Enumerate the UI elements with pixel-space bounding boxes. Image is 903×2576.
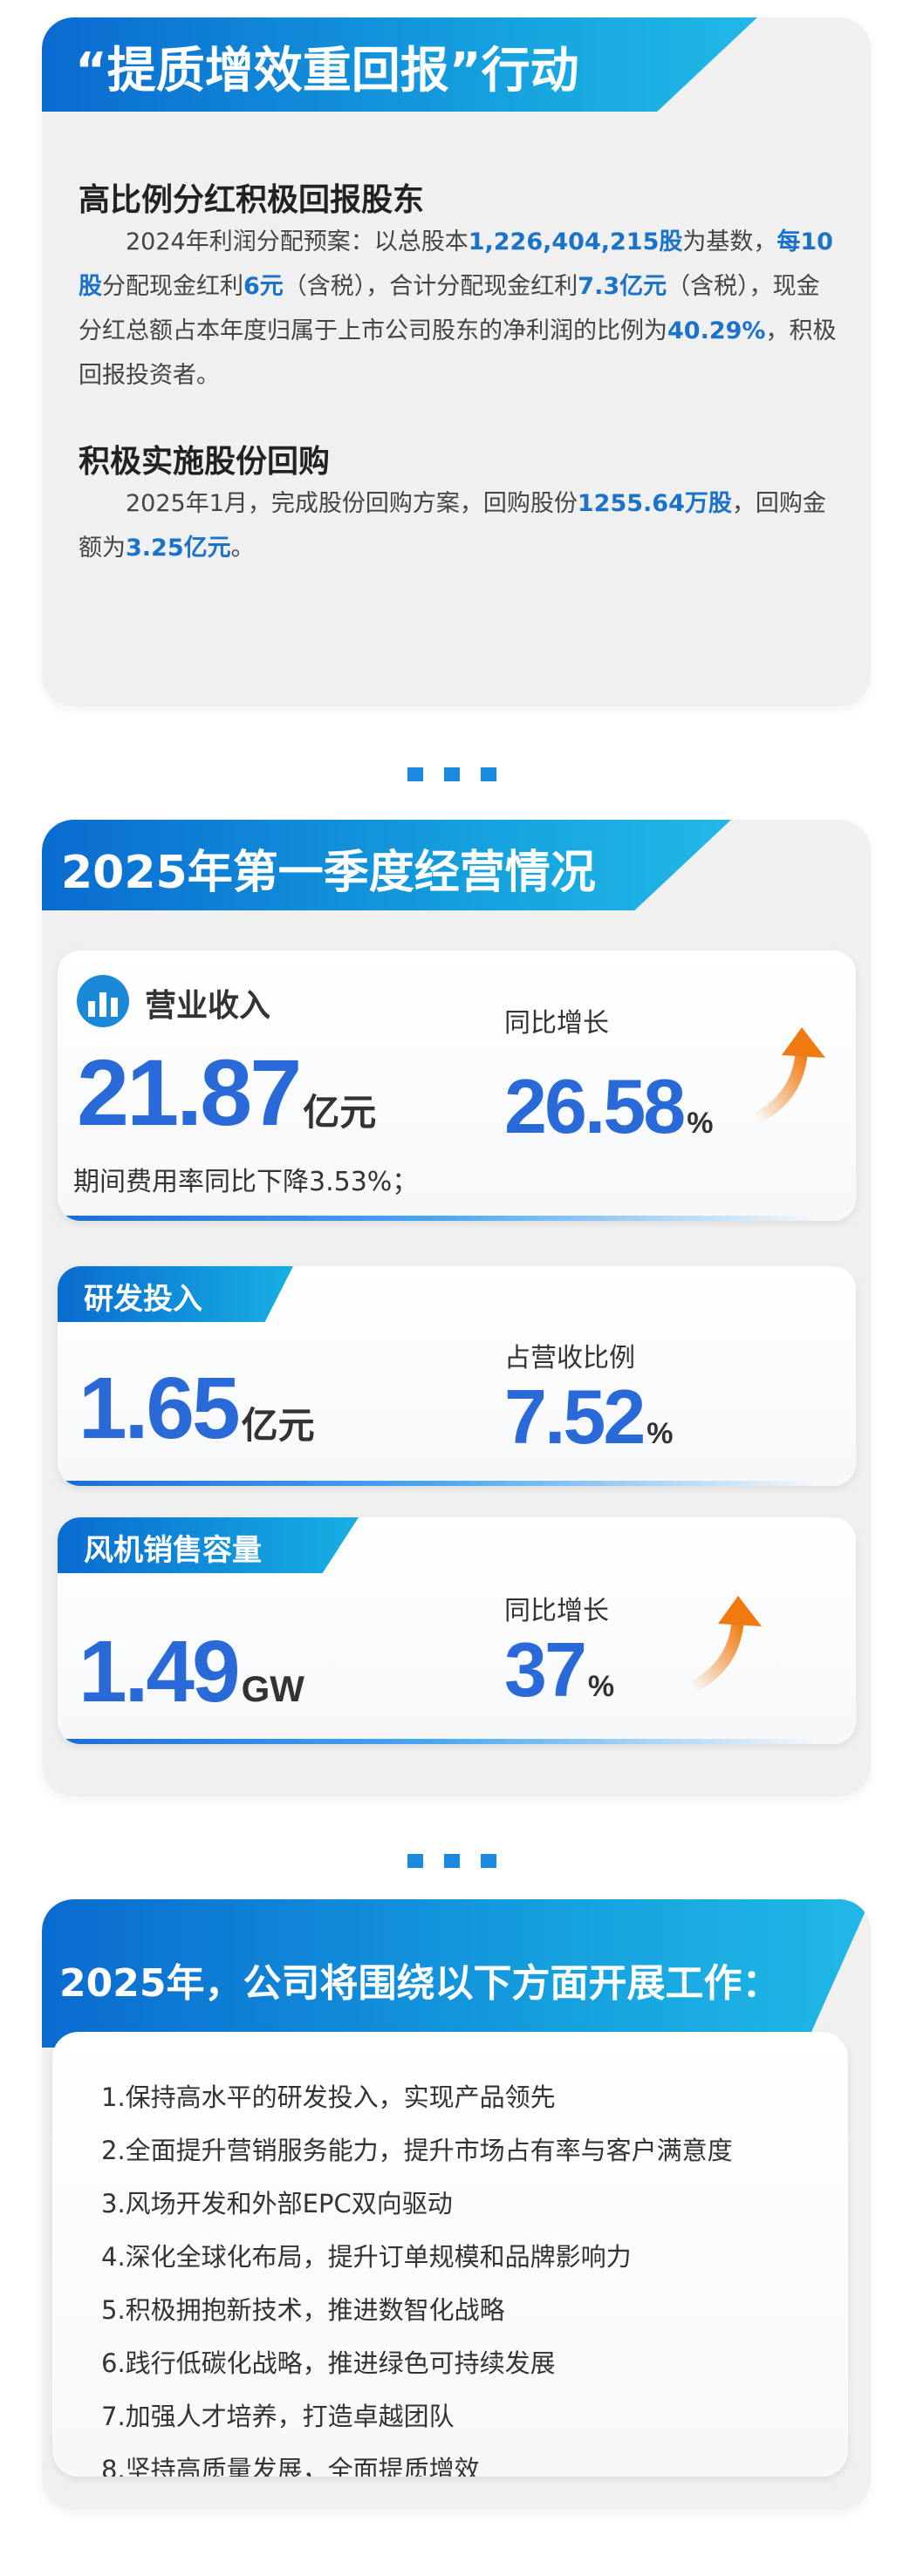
text-run: 为基数， (682, 228, 777, 256)
list-item: 1.保持高水平的研发投入，实现产品领先 (101, 2082, 556, 2112)
revenue-label: 营业收入 (145, 988, 271, 1024)
text-run: 分配现金红利 (102, 273, 243, 300)
list-item: 3.风场开发和外部EPC双向驱动 (101, 2189, 453, 2218)
text-run: ，回购金额为 (79, 490, 826, 562)
highlight-value: 3.25亿元 (126, 535, 231, 562)
list-item: 4.深化全球化布局，提升订单规模和品牌影响力 (101, 2242, 632, 2272)
sales-growth-label: 同比增长 (504, 1596, 609, 1626)
section-header-band (42, 17, 757, 112)
accent-line (65, 1481, 821, 1486)
sales-value: 1.49GW (79, 1623, 304, 1721)
revenue-value: 21.87亿元 (77, 1039, 377, 1145)
text-run: （含税），合计分配现金红利 (283, 273, 578, 300)
section-header-band (42, 1899, 871, 2048)
highlight-value: 40.29% (667, 317, 766, 344)
section-header-band (42, 820, 731, 910)
highlight-value: 1255.64万股 (577, 490, 732, 517)
rd-value: 1.65亿元 (79, 1360, 315, 1457)
revenue-growth-label: 同比增长 (504, 1008, 609, 1039)
section-title: 2025年第一季度经营情况 (61, 847, 596, 899)
revenue-card: 营业收入 21.87亿元 同比增长 26.58% 期间费用率同比下降3.53%； (58, 951, 856, 1221)
text-run: 2024年利润分配预案：以总股本 (126, 228, 469, 256)
rd-ratio-label: 占营收比例 (504, 1343, 635, 1373)
q1-operations-card: 2025年第一季度经营情况 营业收入 21.87亿元 同比增长 26.58% 期… (42, 820, 871, 1796)
shareholder-return-card: “提质增效重回报”行动 高比例分红积极回报股东 2024年利润分配预案：以总股本… (42, 17, 871, 706)
bar-chart-icon (77, 975, 129, 1027)
highlight-value: 每10股 (79, 228, 833, 300)
text-run: 。 (230, 535, 255, 562)
dividend-paragraph: 2024年利润分配预案：以总股本1,226,404,215股为基数，每10股分配… (79, 220, 838, 398)
buyback-paragraph: 2025年1月，完成股份回购方案，回购股份1255.64万股，回购金额为3.25… (79, 481, 838, 570)
expense-note: 期间费用率同比下降3.53%； (73, 1167, 419, 1197)
list-item: 2.全面提升营销服务能力，提升市场占有率与客户满意度 (101, 2136, 733, 2165)
rd-card: 研发投入 1.65亿元 占营收比例 7.52% (58, 1266, 856, 1486)
arrow-up-icon (752, 1027, 825, 1123)
rd-label: 研发投入 (58, 1266, 293, 1322)
text-run: 2025年1月，完成股份回购方案，回购股份 (126, 490, 578, 517)
list-item: 8.坚持高质量发展，全面提质增效 (101, 2455, 480, 2477)
list-item: 6.践行低碳化战略，推进绿色可持续发展 (101, 2348, 556, 2378)
list-item: 7.加强人才培养，打造卓越团队 (101, 2402, 455, 2431)
sales-growth-value: 37% (504, 1626, 615, 1713)
section-title: 2025年，公司将围绕以下方面开展工作： (59, 1961, 781, 2006)
accent-line (65, 1739, 821, 1744)
rd-ratio-value: 7.52% (504, 1373, 674, 1460)
arrow-up-icon (688, 1596, 762, 1692)
work-plan-list: 1.保持高水平的研发投入，实现产品领先 2.全面提升营销服务能力，提升市场占有率与… (52, 2032, 848, 2477)
highlight-value: 7.3亿元 (578, 273, 667, 300)
2025-work-plan-card: 2025年，公司将围绕以下方面开展工作： 1.保持高水平的研发投入，实现产品领先… (42, 1899, 871, 2510)
turbine-sales-card: 风机销售容量 1.49GW 同比增长 37% (58, 1517, 856, 1744)
dividend-heading: 高比例分红积极回报股东 (79, 182, 425, 218)
buyback-heading: 积极实施股份回购 (79, 444, 331, 480)
sales-label: 风机销售容量 (58, 1517, 359, 1573)
accent-line (65, 1216, 821, 1221)
revenue-growth-value: 26.58% (504, 1063, 714, 1149)
highlight-value: 6元 (243, 273, 284, 300)
text-run: ，积极回报投资者。 (79, 317, 837, 389)
text-run: （含税），现金分红总额占本年度归属于上市公司股东的净利润的比例为 (79, 273, 820, 344)
list-item: 5.积极拥抱新技术，推进数智化战略 (101, 2295, 505, 2325)
separator-dots (0, 767, 903, 781)
separator-dots (0, 1854, 903, 1868)
section-title: “提质增效重回报”行动 (75, 43, 579, 99)
highlight-value: 1,226,404,215股 (468, 228, 683, 256)
